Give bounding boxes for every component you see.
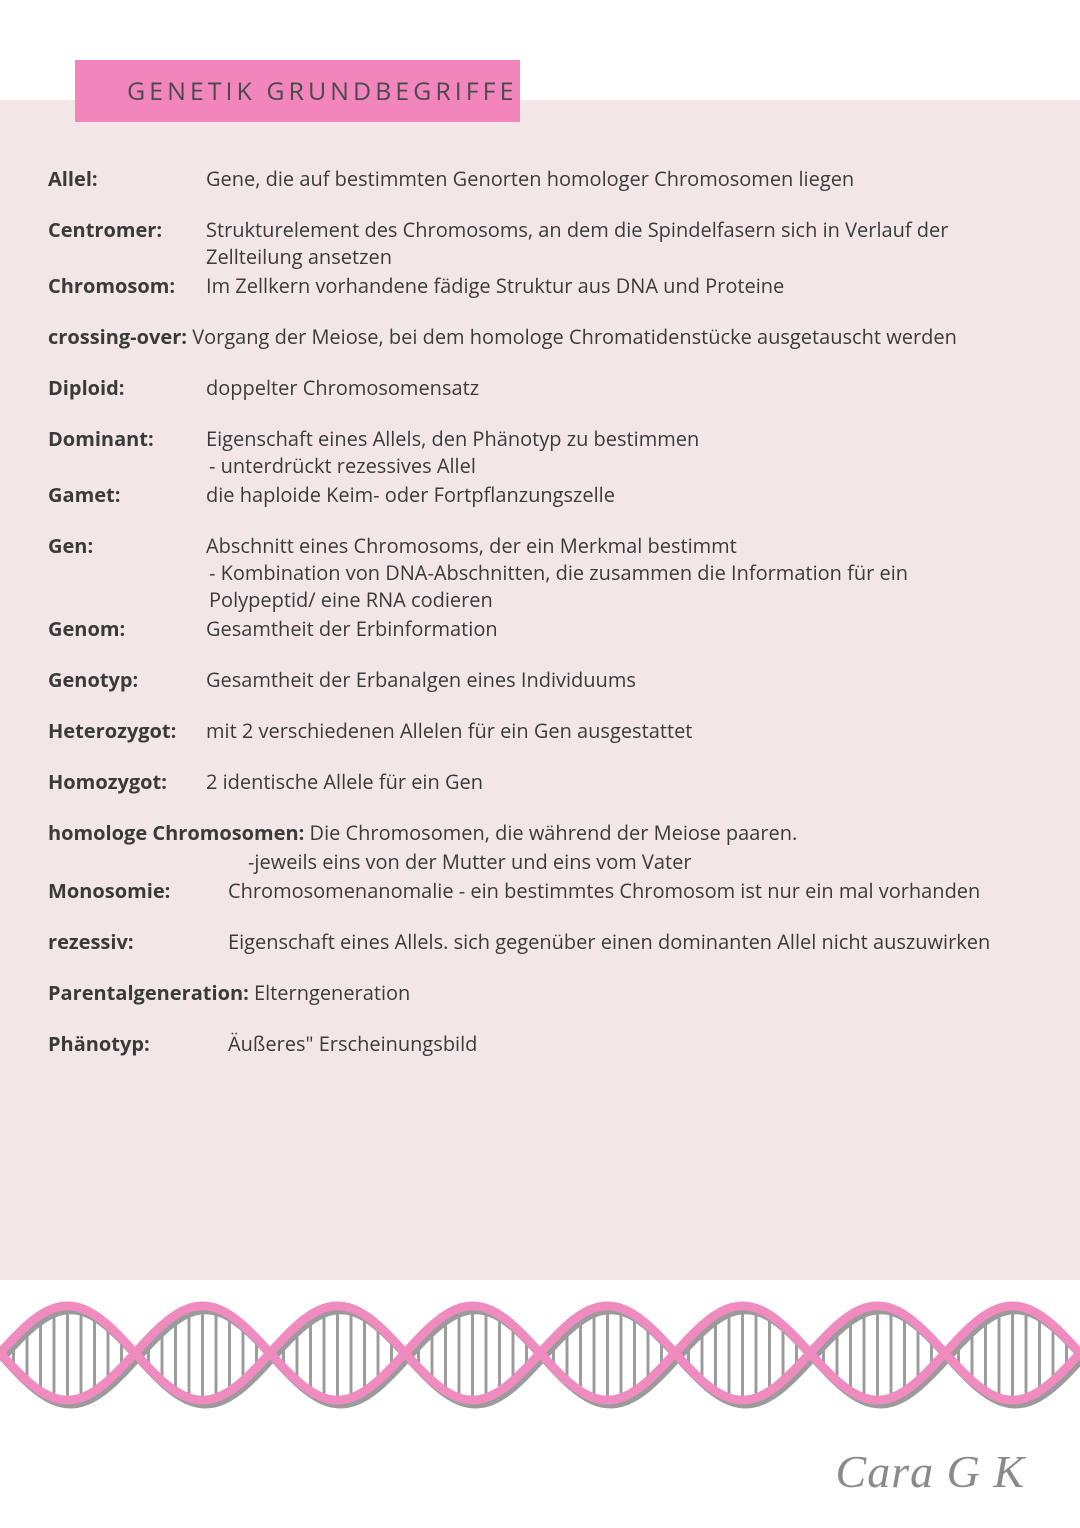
term-row: Diploid: doppelter Chromosomensatz [48,374,1032,401]
term-row: rezessiv: Eigenschaft eines Allels. sich… [48,928,1032,955]
term-label: Monosomie: [48,877,228,904]
term-row: Centromer: Strukturelement des Chromosom… [48,216,1032,270]
term-row: Gamet: die haploide Keim- oder Fortpflan… [48,481,1032,508]
term-row: Dominant: Eigenschaft eines Allels, den … [48,425,1032,479]
term-row: homologe Chromosomen: Die Chromosomen, d… [48,819,1032,846]
term-row: Chromosom: Im Zellkern vorhandene fädige… [48,272,1032,299]
term-definition: Äußeres" Erscheinungsbild [228,1030,1032,1057]
term-definition: Elterngeneration [249,979,411,1006]
term-label: Genotyp: [48,666,206,693]
title-bar: GENETIK GRUNDBEGRIFFE [75,60,520,122]
term-label: Centromer: [48,216,206,270]
term-definition: Die Chromosomen, die während der Meiose … [304,819,797,846]
term-label: Gen: [48,532,206,613]
term-label: Chromosom: [48,272,206,299]
term-label: Genom: [48,615,206,642]
term-definition: Eigenschaft eines Allels. sich gegenüber… [228,928,1032,955]
term-label: crossing-over: [48,323,187,350]
term-label: Dominant: [48,425,206,479]
term-definition: Vorgang der Meiose, bei dem homologe Chr… [192,323,957,350]
term-definition: Im Zellkern vorhandene fädige Struktur a… [206,272,1032,299]
term-row: Parentalgeneration: Elterngeneration [48,979,1032,1006]
term-row: crossing-over: Vorgang der Meiose, bei d… [48,323,1032,350]
definitions-list: Allel: Gene, die auf bestimmten Genorten… [48,165,1032,1081]
term-definition: die haploide Keim- oder Fortpflanzungsze… [206,481,1032,508]
term-row: Monosomie: Chromosomenanomalie - ein bes… [48,877,1032,904]
term-sub-row: -jeweils eins von der Mutter und eins vo… [48,848,1032,875]
term-definition: Strukturelement des Chromosoms, an dem d… [206,216,1032,270]
dna-icon [0,1288,1080,1418]
term-definition: mit 2 verschiedenen Allelen für ein Gen … [206,717,1032,744]
term-row: Allel: Gene, die auf bestimmten Genorten… [48,165,1032,192]
term-definition: Chromosomenanomalie - ein bestimmtes Chr… [228,877,1032,904]
term-row: Heterozygot: mit 2 verschiedenen Allelen… [48,717,1032,744]
term-row: Genom: Gesamtheit der Erbinformation [48,615,1032,642]
term-definition: Gesamtheit der Erbanalgen eines Individu… [206,666,1032,693]
term-label: Allel: [48,165,206,192]
term-label: Parentalgeneration: [48,979,249,1006]
dna-helix-illustration [0,1288,1080,1418]
term-row: Gen: Abschnitt eines Chromosoms, der ein… [48,532,1032,613]
author-signature: Cara G K [836,1445,1025,1498]
term-label: Phänotyp: [48,1030,228,1057]
term-definition: Gene, die auf bestimmten Genorten homolo… [206,165,1032,192]
term-definition: Gesamtheit der Erbinformation [206,615,1032,642]
term-label: homologe Chromosomen: [48,819,304,846]
term-row: Phänotyp: Äußeres" Erscheinungsbild [48,1030,1032,1057]
term-label: rezessiv: [48,928,228,955]
term-row: Homozygot: 2 identische Allele für ein G… [48,768,1032,795]
term-definition: 2 identische Allele für ein Gen [206,768,1032,795]
term-label: Gamet: [48,481,206,508]
term-definition: Eigenschaft eines Allels, den Phänotyp z… [206,425,1032,479]
term-definition: doppelter Chromosomensatz [206,374,1032,401]
page-title: GENETIK GRUNDBEGRIFFE [127,74,517,108]
term-label: Diploid: [48,374,206,401]
term-row: Genotyp: Gesamtheit der Erbanalgen eines… [48,666,1032,693]
term-definition: Abschnitt eines Chromosoms, der ein Merk… [206,532,1032,613]
term-label: Homozygot: [48,768,206,795]
term-label: Heterozygot: [48,717,206,744]
